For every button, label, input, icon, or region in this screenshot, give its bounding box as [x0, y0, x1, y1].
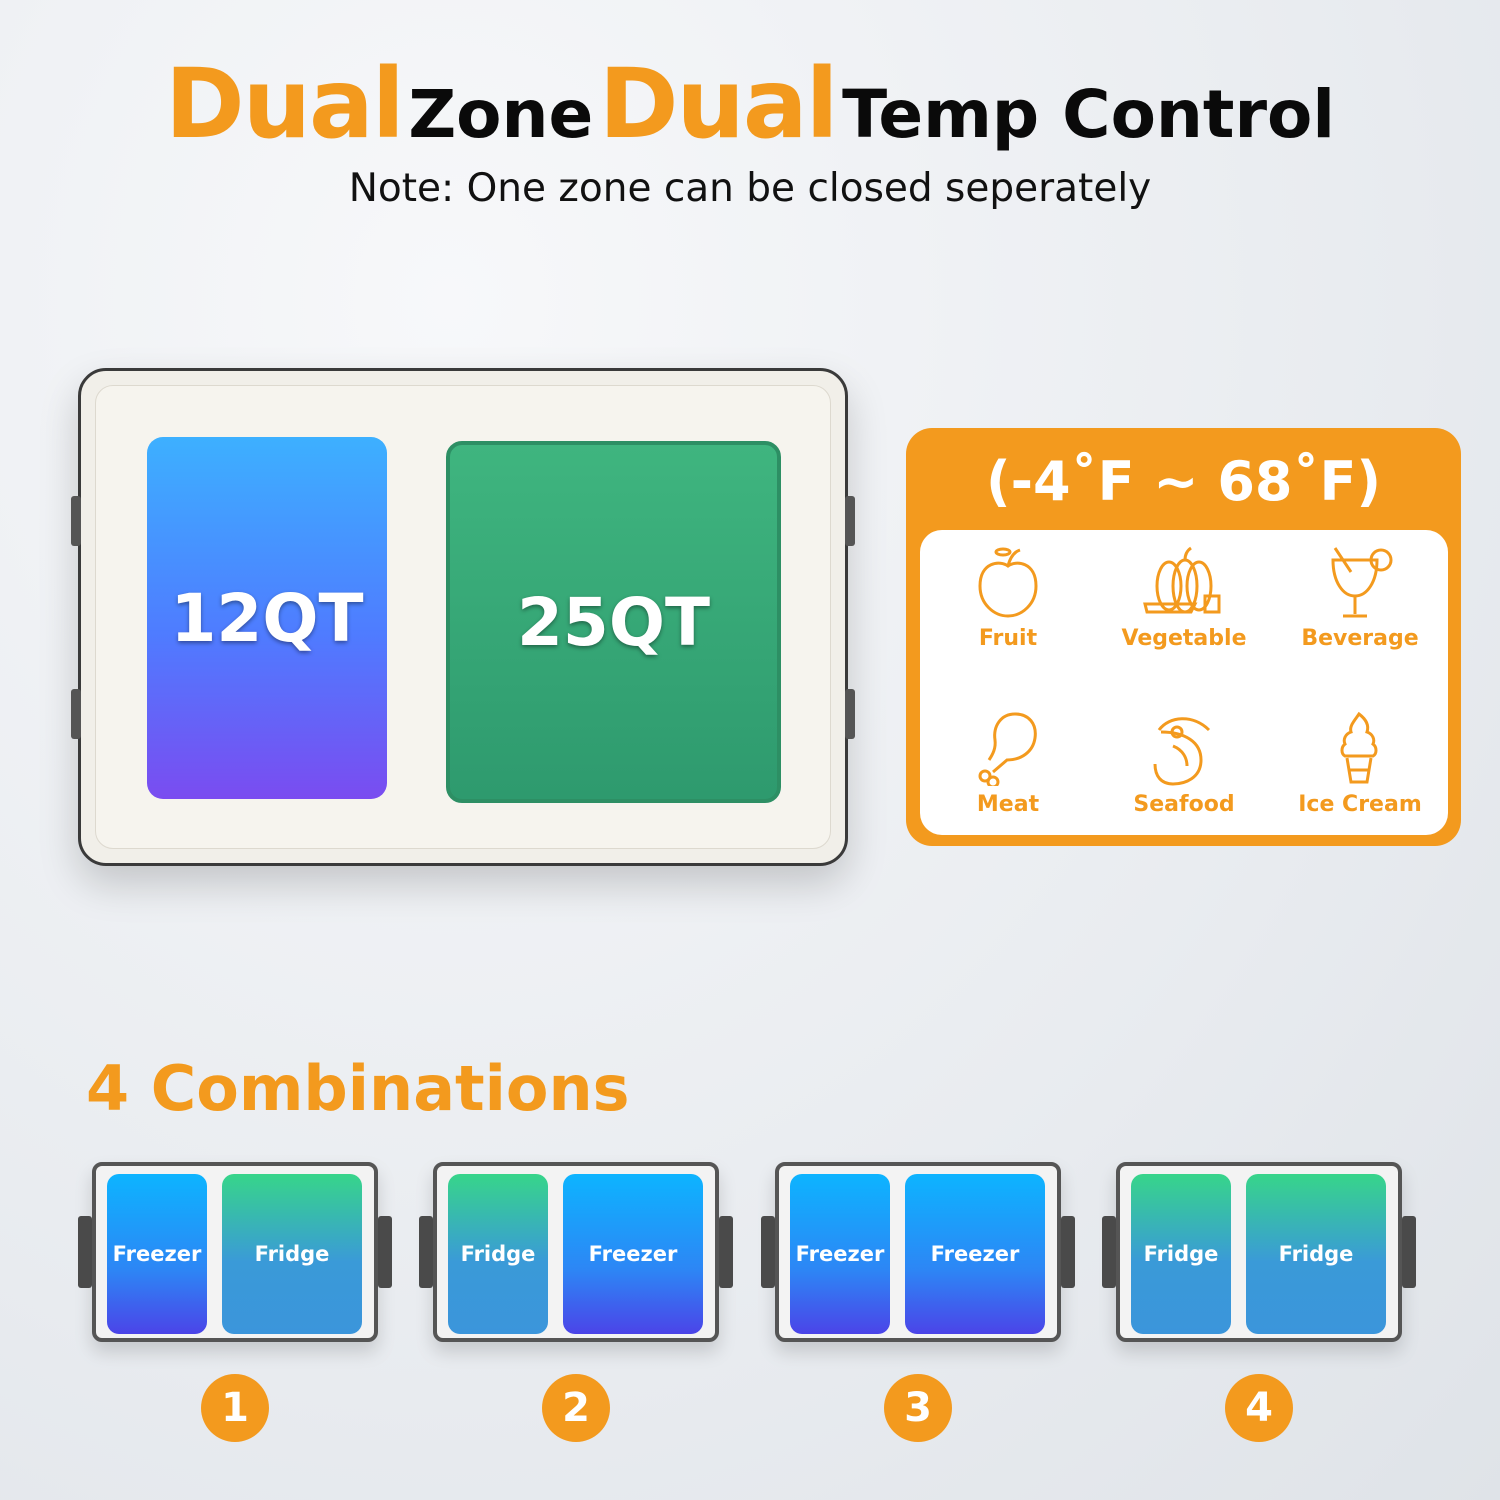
zone-label: Fridge — [1143, 1242, 1219, 1266]
food-label: Vegetable — [1121, 626, 1247, 651]
combination-2: Fridge Freezer — [419, 1162, 733, 1342]
subtitle-note: Note: One zone can be closed seperately — [348, 166, 1152, 211]
zone-label: Freezer — [588, 1242, 678, 1266]
handle — [1061, 1216, 1075, 1288]
freezer-zone: Freezer — [905, 1174, 1045, 1334]
handle — [761, 1216, 775, 1288]
fridge-zone: Fridge — [448, 1174, 548, 1334]
headline-dual-2: Dual — [598, 48, 839, 160]
temperature-panel: (-4˚F ~ 68˚F) Fruit Vegetable Beverage M… — [906, 428, 1461, 846]
shrimp-icon — [1153, 717, 1211, 786]
freezer-zone: Freezer — [790, 1174, 890, 1334]
zone-label: Freezer — [930, 1242, 1020, 1266]
food-beverage: Beverage — [1272, 544, 1448, 651]
handle — [78, 1216, 92, 1288]
food-seafood: Seafood — [1096, 710, 1272, 817]
combination-1: Freezer Fridge — [78, 1162, 392, 1342]
hinge — [71, 689, 81, 739]
combination-number: 2 — [562, 1385, 590, 1431]
food-label: Ice Cream — [1298, 792, 1422, 817]
drumstick-icon — [978, 712, 1037, 786]
combinations-title: 4 Combinations — [86, 1052, 630, 1125]
large-zone: 25QT — [446, 441, 781, 803]
freezer-zone: Freezer — [563, 1174, 703, 1334]
fridge-zone: Fridge — [1131, 1174, 1231, 1334]
apple-icon — [978, 547, 1038, 618]
zone-label: Freezer — [112, 1242, 202, 1266]
small-zone: 12QT — [147, 437, 387, 799]
food-label: Seafood — [1133, 792, 1235, 817]
combination-number-badge: 4 — [1225, 1374, 1293, 1442]
zone-label: Freezer — [795, 1242, 885, 1266]
zone-label: Fridge — [460, 1242, 536, 1266]
small-zone-capacity: 12QT — [170, 579, 364, 657]
food-label: Beverage — [1301, 626, 1419, 651]
combination-number-badge: 2 — [542, 1374, 610, 1442]
food-vegetable: Vegetable — [1096, 544, 1272, 651]
vegetable-icon — [1143, 546, 1221, 614]
fridge-zone: Fridge — [222, 1174, 362, 1334]
combination-number: 4 — [1245, 1385, 1273, 1431]
handle — [1102, 1216, 1116, 1288]
food-meat: Meat — [920, 710, 1096, 817]
combination-number-badge: 3 — [884, 1374, 952, 1442]
handle — [378, 1216, 392, 1288]
temperature-range: (-4˚F ~ 68˚F) — [985, 450, 1382, 513]
ice-cream-icon — [1340, 711, 1378, 784]
handle — [1402, 1216, 1416, 1288]
headline-dual-1: Dual — [165, 48, 405, 160]
cocktail-icon — [1331, 547, 1393, 618]
combination-3: Freezer Freezer — [761, 1162, 1075, 1342]
handle — [719, 1216, 733, 1288]
hinge — [845, 689, 855, 739]
fridge-zone: Fridge — [1246, 1174, 1386, 1334]
food-types-panel: Fruit Vegetable Beverage Meat Seafood Ic… — [920, 530, 1448, 835]
zone-label: Fridge — [254, 1242, 330, 1266]
large-zone-capacity: 25QT — [517, 583, 710, 661]
combination-4: Fridge Fridge — [1102, 1162, 1416, 1342]
freezer-zone: Freezer — [107, 1174, 207, 1334]
combination-number: 3 — [904, 1385, 932, 1431]
food-ice-cream: Ice Cream — [1272, 710, 1448, 817]
zone-label: Fridge — [1278, 1242, 1354, 1266]
food-fruit: Fruit — [920, 544, 1096, 651]
headline: Dual Zone Dual Temp Control — [0, 48, 1500, 160]
cooler-top-view: 12QT 25QT — [71, 368, 855, 866]
hinge — [845, 496, 855, 546]
handle — [419, 1216, 433, 1288]
headline-zone: Zone — [408, 76, 594, 153]
headline-temp-control: Temp Control — [842, 76, 1335, 153]
food-label: Fruit — [978, 626, 1038, 651]
combination-number-badge: 1 — [201, 1374, 269, 1442]
combination-number: 1 — [221, 1385, 249, 1431]
hinge — [71, 496, 81, 546]
food-label: Meat — [976, 792, 1040, 817]
